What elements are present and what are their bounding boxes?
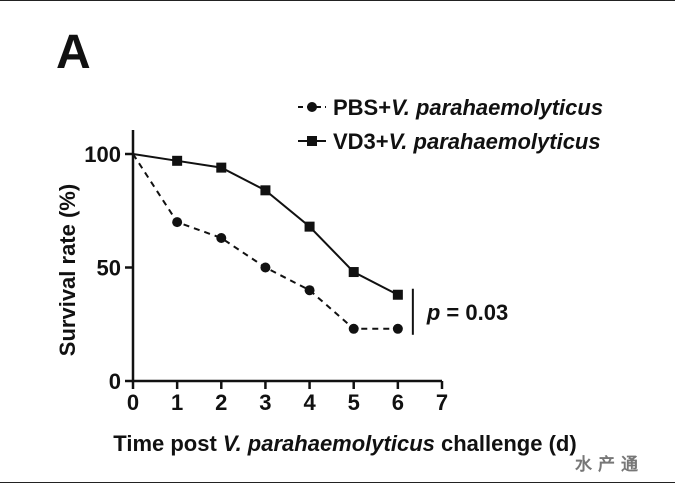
legend-label-vd3: VD3+V. parahaemolyticus — [333, 129, 601, 154]
legend-label-pbs-species: V. parahaemolyticus — [391, 95, 603, 120]
data-point — [304, 285, 315, 296]
watermark: 水产通 — [575, 454, 644, 474]
x-tick-label: 5 — [348, 390, 360, 415]
series-1 — [132, 153, 403, 300]
x-tick-label: 0 — [127, 390, 139, 415]
data-point — [172, 217, 183, 228]
x-tick-label: 1 — [171, 390, 183, 415]
legend-label-pbs: PBS+V. parahaemolyticus — [333, 95, 603, 120]
x-axis-label-suffix: challenge (d) — [435, 431, 577, 456]
y-tick-label: 100 — [84, 142, 121, 167]
data-point — [348, 267, 359, 278]
data-point — [216, 232, 227, 243]
data-point — [260, 262, 271, 273]
p-value-annotation: p = 0.03 — [411, 288, 508, 335]
series-layer — [132, 153, 403, 334]
p-value: = 0.03 — [440, 300, 508, 325]
data-point — [392, 323, 403, 334]
panel-label: A — [56, 26, 91, 79]
x-tick-label: 3 — [259, 390, 271, 415]
legend-label-vd3-species: V. parahaemolyticus — [389, 129, 601, 154]
x-tick-label: 2 — [215, 390, 227, 415]
x-axis-label-species: V. parahaemolyticus — [223, 431, 435, 456]
x-tick-label: 6 — [392, 390, 404, 415]
data-point — [392, 289, 403, 300]
data-point — [304, 221, 315, 232]
y-tick-label: 50 — [97, 256, 121, 281]
series-line — [132, 153, 398, 330]
legend: PBS+V. parahaemolyticus VD3+V. parahaemo… — [298, 95, 603, 154]
legend-marker-square — [307, 136, 317, 146]
p-symbol: p — [426, 300, 440, 325]
data-point — [216, 162, 227, 173]
data-point — [172, 155, 183, 166]
y-tick-label: 0 — [109, 369, 121, 394]
data-point — [348, 323, 359, 334]
x-axis-label: Time post V. parahaemolyticus challenge … — [113, 431, 576, 456]
x-tick-label: 7 — [436, 390, 448, 415]
x-tick-label: 4 — [303, 390, 316, 415]
legend-item-vd3: VD3+V. parahaemolyticus — [298, 129, 601, 154]
legend-item-pbs: PBS+V. parahaemolyticus — [298, 95, 603, 120]
x-axis-label-prefix: Time post — [113, 431, 223, 456]
legend-label-vd3-prefix: VD3+ — [333, 129, 389, 154]
p-value-label: p = 0.03 — [426, 300, 508, 325]
series-0 — [132, 153, 403, 334]
legend-marker-circle — [307, 102, 317, 112]
legend-label-pbs-prefix: PBS+ — [333, 95, 391, 120]
axes: 0 50 100 0 1 2 3 4 5 6 7 — [84, 130, 448, 415]
data-point — [260, 185, 271, 196]
y-axis-label: Survival rate (%) — [55, 184, 80, 356]
